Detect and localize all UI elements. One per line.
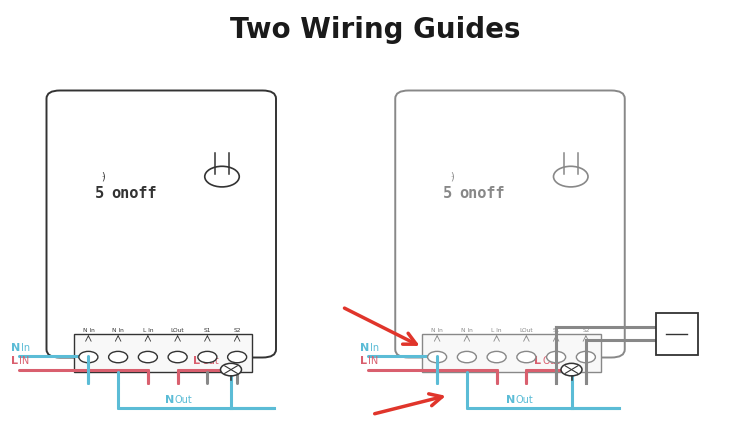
Circle shape [547,351,566,363]
Text: In: In [21,343,30,353]
Text: LOut: LOut [520,328,533,333]
Text: N In: N In [431,328,443,333]
Text: N: N [360,343,369,353]
Text: Out: Out [542,357,560,366]
Text: N: N [165,395,174,405]
FancyBboxPatch shape [46,90,276,358]
Text: Out: Out [175,395,193,405]
Text: 5: 5 [94,186,104,202]
Circle shape [427,351,447,363]
Text: Out: Out [202,357,220,366]
Circle shape [109,351,128,363]
Text: In: In [370,343,379,353]
Text: S2: S2 [582,328,590,333]
Text: Out: Out [516,395,534,405]
Circle shape [220,363,242,376]
FancyBboxPatch shape [395,90,625,358]
Circle shape [561,363,582,376]
Text: L: L [360,357,367,366]
Text: L: L [194,357,200,366]
Text: S2: S2 [233,328,241,333]
Circle shape [554,166,588,187]
Text: N: N [11,343,20,353]
Text: onoff: onoff [460,186,506,202]
Text: L: L [11,357,18,366]
Text: L: L [534,357,541,366]
Text: ): ) [101,172,105,182]
Circle shape [458,351,476,363]
Text: N In: N In [82,328,94,333]
Text: IN: IN [368,357,379,366]
Text: 5: 5 [443,186,452,202]
Text: LOut: LOut [171,328,184,333]
Text: S1: S1 [204,328,211,333]
Circle shape [487,351,506,363]
Circle shape [79,351,98,363]
Text: Two Wiring Guides: Two Wiring Guides [230,16,520,43]
Text: N: N [506,395,515,405]
Text: L In: L In [142,328,153,333]
FancyBboxPatch shape [656,313,698,355]
Circle shape [168,351,188,363]
Text: N In: N In [112,328,124,333]
Text: .: . [101,172,104,177]
Circle shape [227,351,247,363]
FancyBboxPatch shape [422,334,601,372]
Text: S1: S1 [553,328,560,333]
Text: N In: N In [461,328,472,333]
Text: .: . [450,172,452,177]
Circle shape [576,351,596,363]
Text: onoff: onoff [111,186,157,202]
Text: ): ) [450,172,454,182]
Circle shape [517,351,536,363]
Circle shape [138,351,158,363]
Text: IN: IN [20,357,30,366]
FancyBboxPatch shape [74,334,252,372]
Circle shape [205,166,239,187]
Circle shape [198,351,217,363]
Text: L In: L In [491,328,502,333]
